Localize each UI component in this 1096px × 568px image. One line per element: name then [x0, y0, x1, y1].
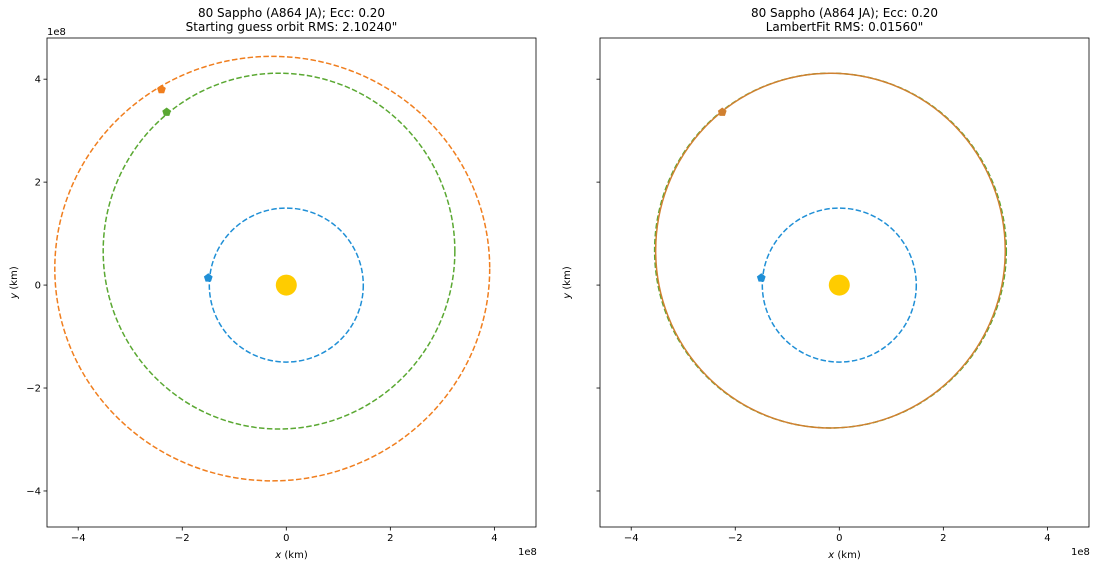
plot-title: 80 Sappho (A864 JA); Ecc: 0.20: [198, 6, 385, 20]
orbit-path-3: [654, 72, 1006, 429]
x-tick-label: 4: [1044, 533, 1050, 544]
x-tick-label: −4: [624, 533, 639, 544]
sun-marker: [275, 274, 297, 296]
x-offset-multiplier: 1e8: [518, 547, 537, 558]
body-marker-1: [756, 273, 766, 282]
x-tick-label: −4: [71, 533, 86, 544]
y-tick-label: 2: [35, 178, 41, 189]
orbit-path-3: [54, 55, 491, 482]
orbit-path-1: [208, 207, 365, 363]
x-tick-label: 2: [940, 533, 946, 544]
body-marker-3: [157, 84, 166, 94]
sun-marker: [828, 274, 850, 296]
x-tick-label: 2: [387, 533, 393, 544]
x-tick-label: −2: [175, 533, 190, 544]
y-tick-label: −2: [26, 384, 41, 395]
y-axis-label: y (km): [562, 266, 573, 300]
x-tick-label: 0: [283, 533, 289, 544]
x-axis-label: x (km): [274, 550, 308, 561]
y-offset-multiplier: 1e8: [47, 27, 66, 38]
x-tick-label: 4: [491, 533, 497, 544]
plot-title: 80 Sappho (A864 JA); Ecc: 0.20: [751, 6, 938, 20]
body-marker-2: [162, 107, 172, 116]
subplot-2: 80 Sappho (A864 JA); Ecc: 0.20LambertFit…: [562, 6, 1090, 561]
orbit-path-1: [761, 207, 918, 363]
x-offset-multiplier: 1e8: [1071, 547, 1090, 558]
y-tick-label: −4: [26, 486, 41, 497]
x-tick-label: 0: [836, 533, 842, 544]
plot-subtitle: LambertFit RMS: 0.01560": [766, 20, 924, 34]
orbit-path-2: [653, 72, 1008, 429]
body-marker-3: [717, 107, 727, 116]
body-marker-1: [203, 273, 213, 282]
x-axis-label: x (km): [827, 550, 861, 561]
y-tick-label: 0: [35, 281, 41, 292]
y-tick-label: 4: [35, 75, 41, 86]
x-tick-label: −2: [728, 533, 743, 544]
axes-frame: [46, 37, 537, 528]
plot-subtitle: Starting guess orbit RMS: 2.10240": [186, 20, 398, 34]
y-axis-label: y (km): [9, 266, 20, 300]
orbit-path-2: [102, 72, 456, 430]
axes-frame: [599, 37, 1090, 528]
